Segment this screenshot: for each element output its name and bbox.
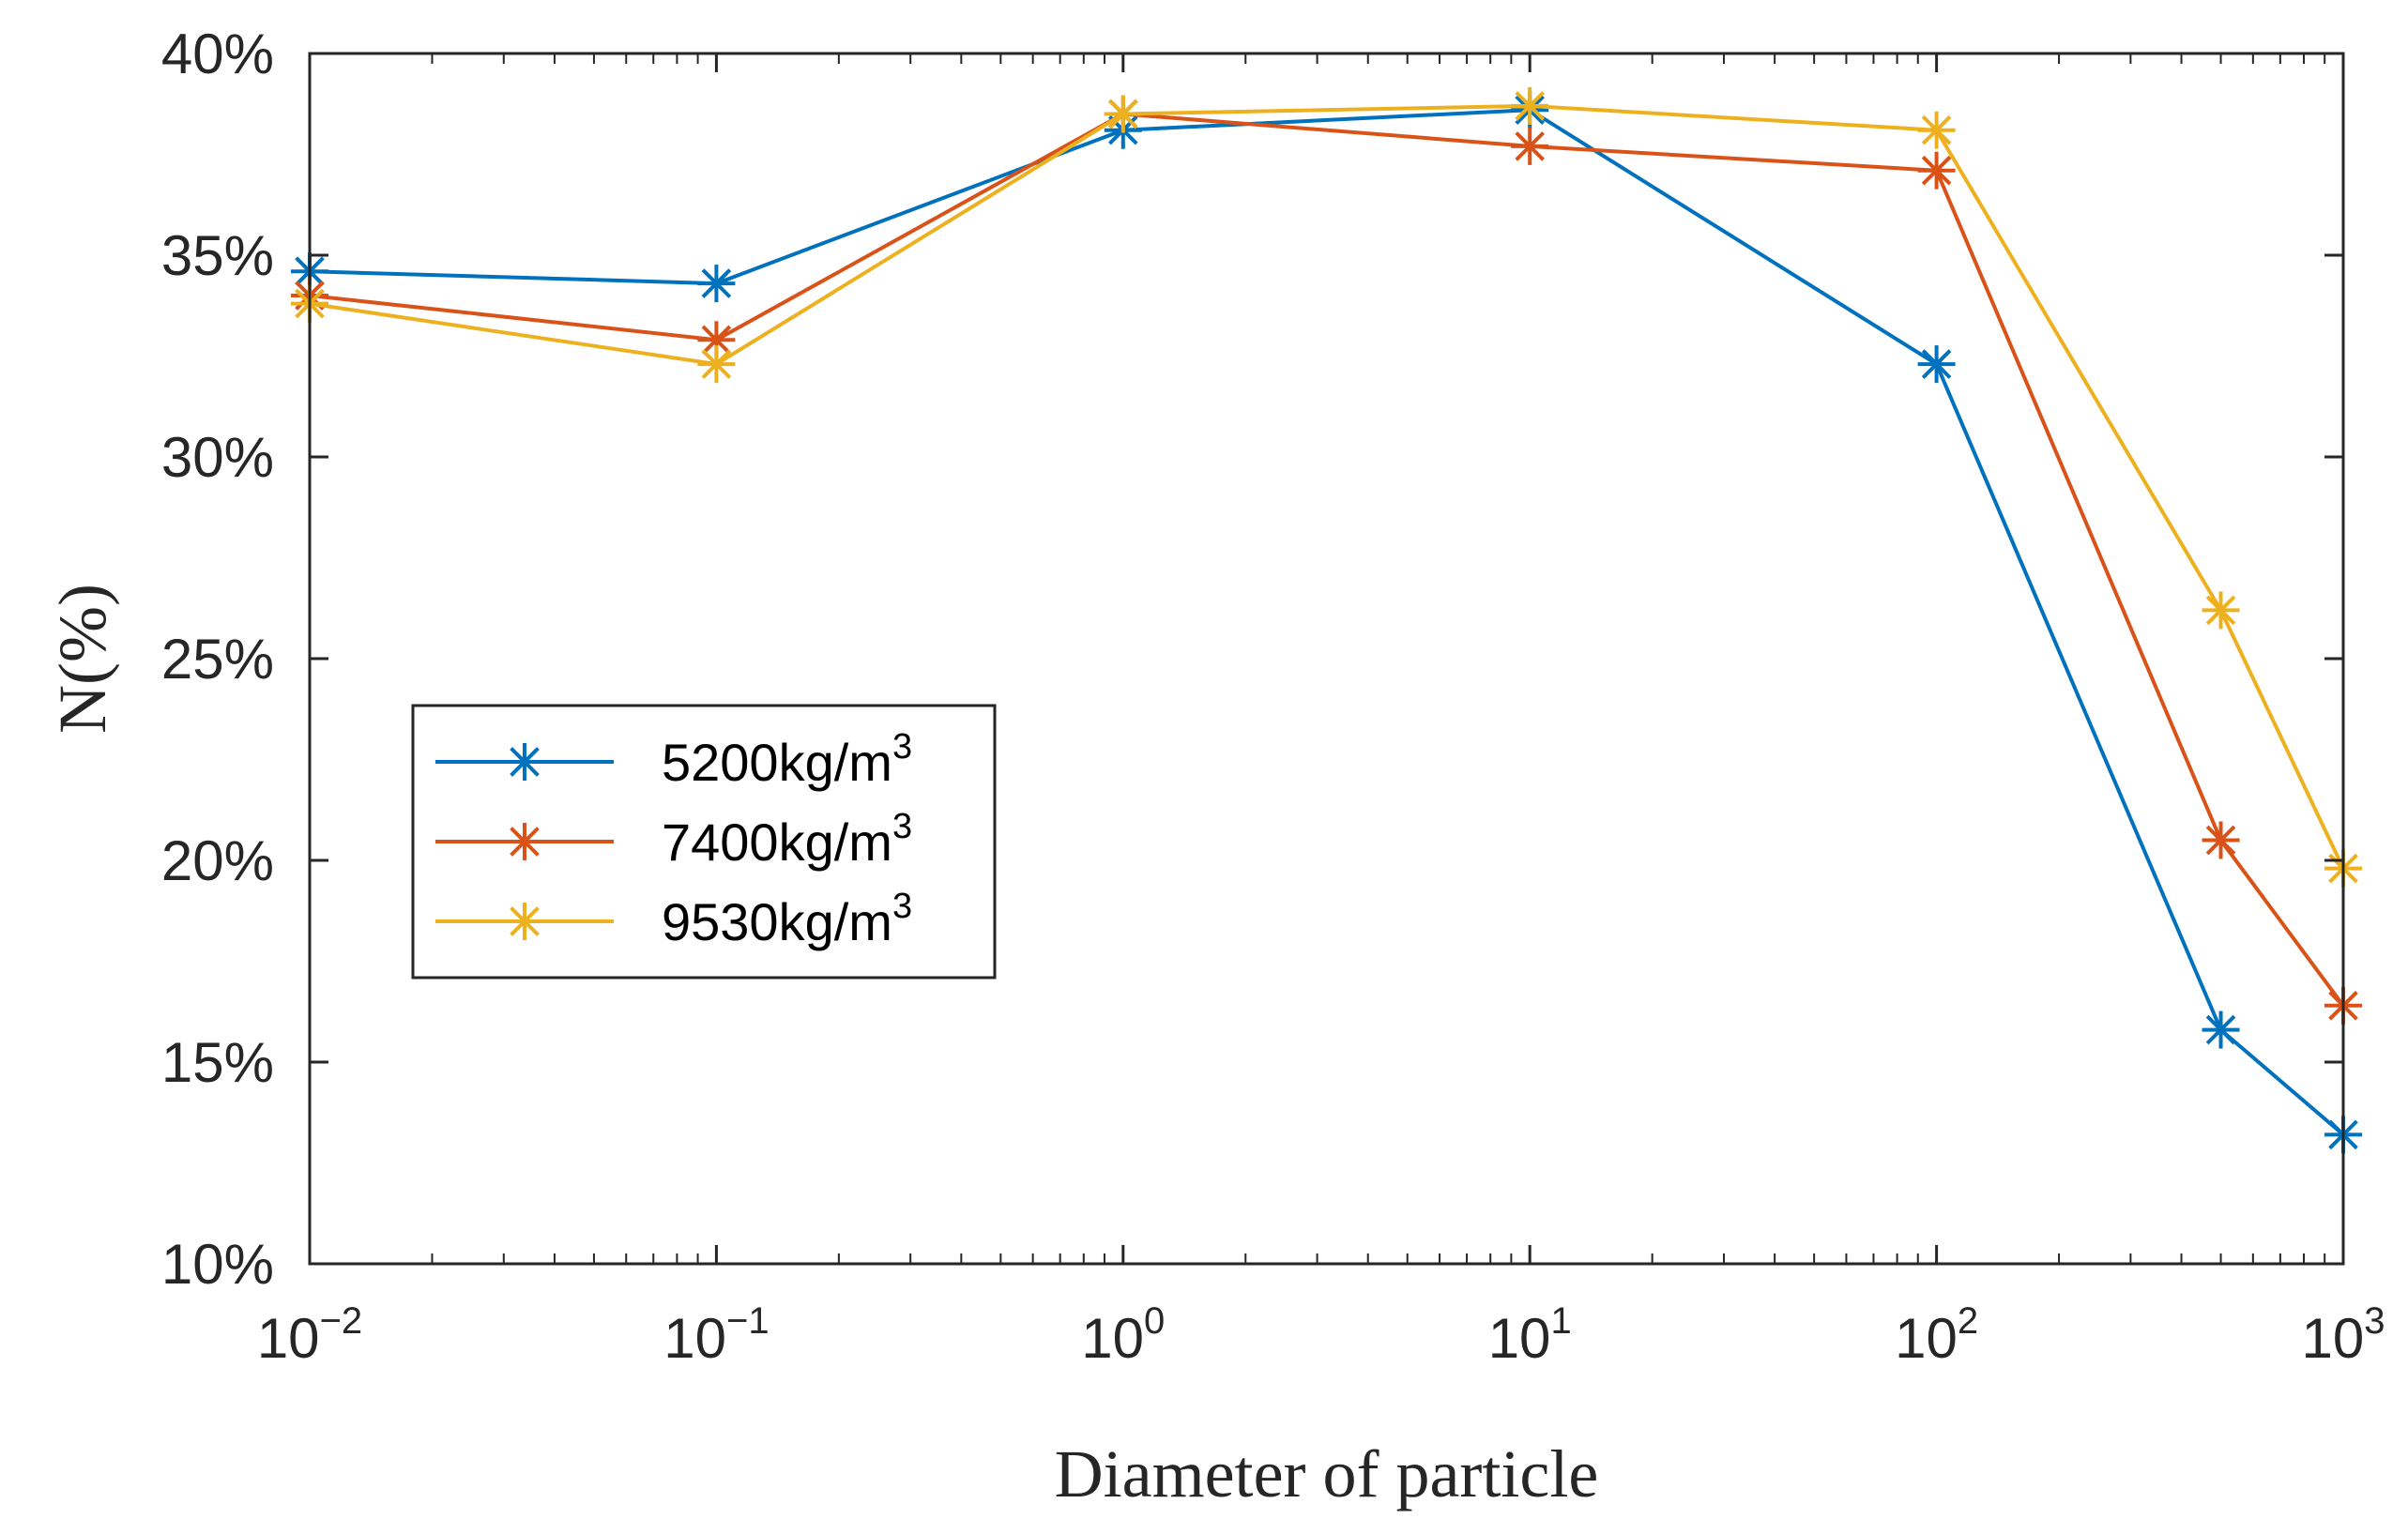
series-1 — [291, 91, 2362, 1154]
x-tick-label: 10−2 — [257, 1300, 362, 1370]
y-axis-title: N(%) — [45, 584, 120, 734]
y-tick-label: 40% — [161, 23, 274, 85]
data-point-marker — [2202, 821, 2240, 859]
y-tick-label: 25% — [161, 628, 274, 691]
x-tick-label: 102 — [1895, 1300, 1978, 1370]
data-point-marker — [1511, 127, 1549, 165]
x-axis-title: Diameter of particle — [1055, 1436, 1599, 1511]
series-line — [309, 108, 2345, 1136]
data-point-marker — [697, 265, 736, 303]
data-point-marker — [506, 823, 543, 860]
legend-item: 7400kg/m3 — [435, 807, 912, 872]
y-tick-label: 35% — [161, 224, 274, 287]
data-point-marker — [697, 345, 736, 384]
data-point-marker — [506, 743, 543, 781]
data-point-marker — [1511, 86, 1549, 125]
data-point-marker — [1917, 111, 1956, 149]
data-point-marker — [1917, 345, 1956, 384]
series-layer — [291, 86, 2362, 1154]
legend-label: 5200kg/m3 — [662, 727, 912, 792]
axes-layer: 10% 15% 20% 25% 30% 35% 40% 10−2 10−1 100 101 102 10… — [161, 23, 2385, 1370]
legend-item: 5200kg/m3 — [435, 727, 912, 792]
x-tick-label: 103 — [2302, 1300, 2385, 1370]
x-tick-label: 100 — [1081, 1300, 1165, 1370]
y-tick-label: 15% — [161, 1031, 274, 1094]
y-tick-label: 30% — [161, 426, 274, 489]
x-tick-label: 101 — [1488, 1300, 1572, 1370]
data-point-marker — [2202, 591, 2240, 630]
legend: 5200kg/m3 7400kg/m3 9530kg/m3 — [411, 704, 997, 980]
legend-item: 9530kg/m3 — [435, 887, 912, 951]
y-tick-label: 10% — [161, 1233, 274, 1296]
data-point-marker — [506, 903, 543, 940]
data-point-marker — [1917, 151, 1956, 190]
minor-ticks — [431, 53, 2326, 1264]
data-point-marker — [2202, 1010, 2240, 1049]
data-point-marker — [1104, 95, 1142, 133]
legend-label: 7400kg/m3 — [662, 807, 912, 872]
legend-label: 9530kg/m3 — [662, 887, 912, 951]
x-tick-label: 10−1 — [663, 1300, 769, 1370]
y-tick-label: 20% — [161, 829, 274, 892]
plot-frame — [308, 52, 2345, 1266]
